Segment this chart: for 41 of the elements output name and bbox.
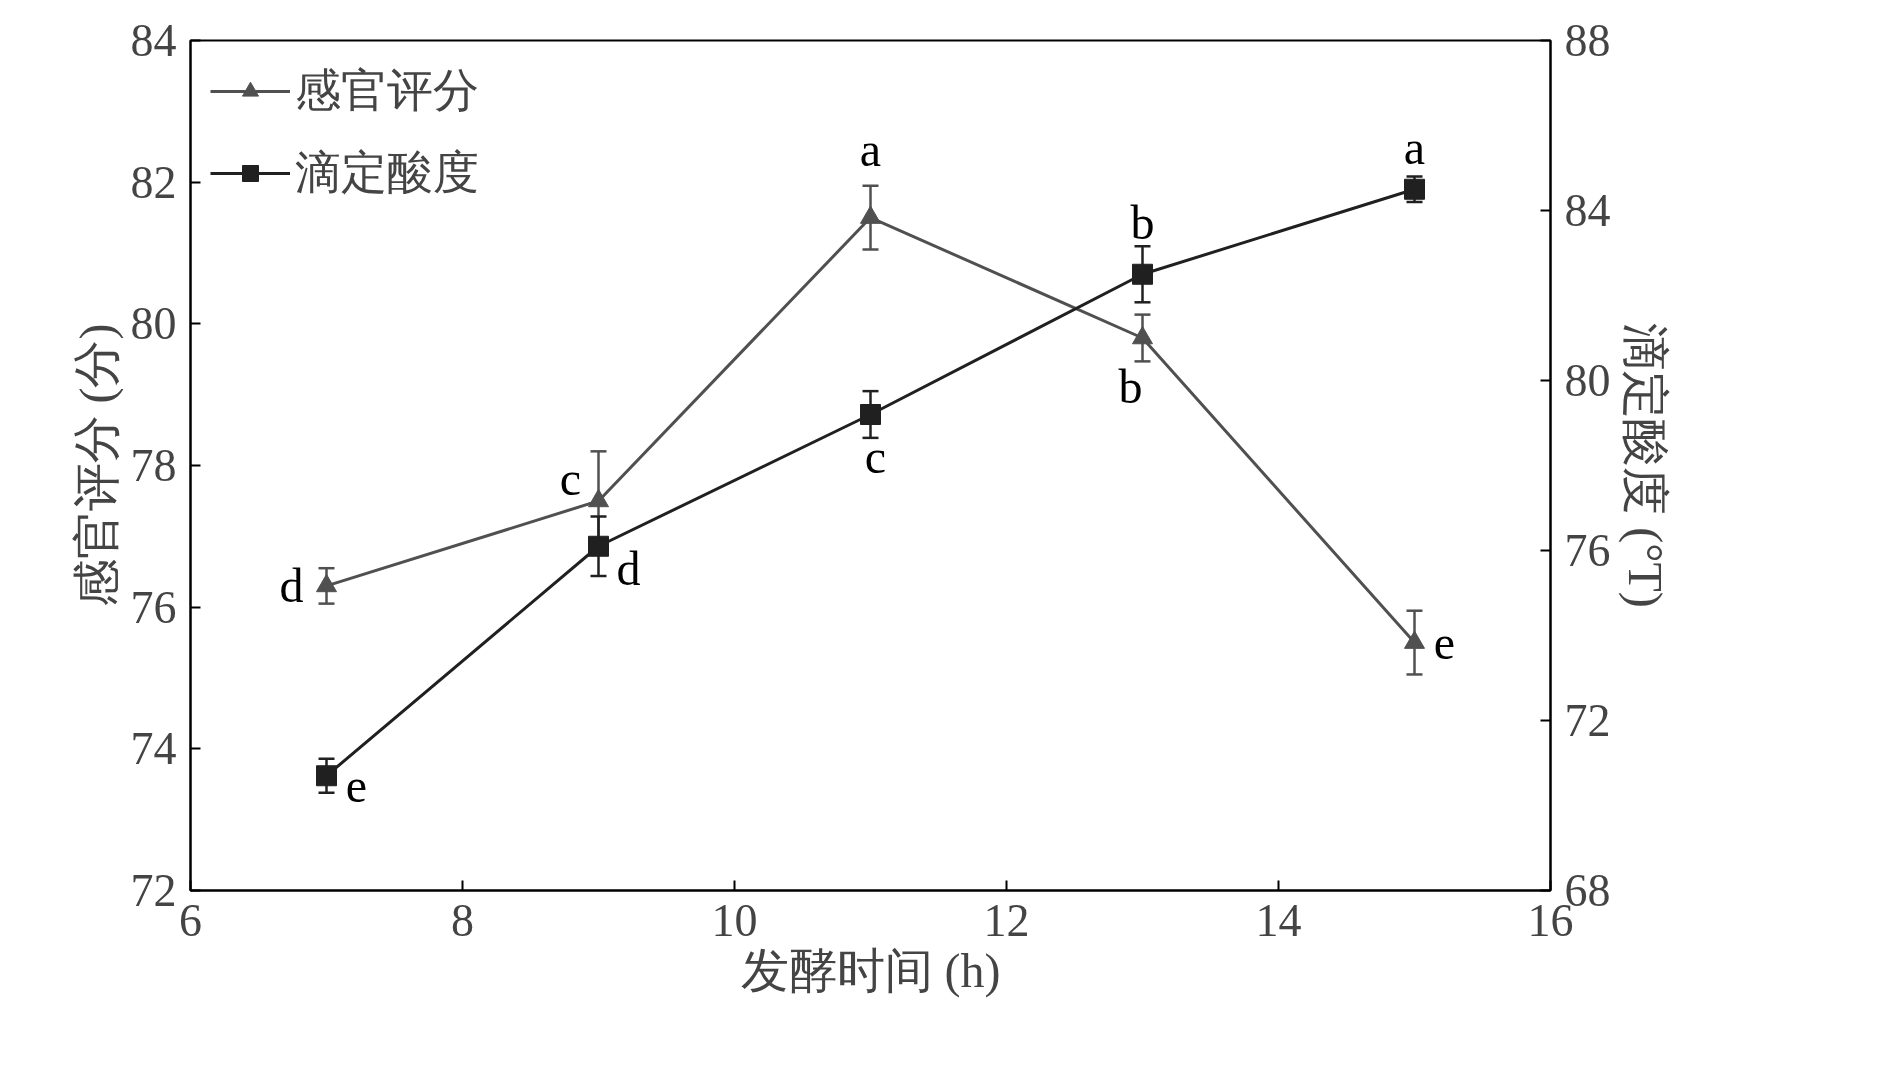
legend-label: 滴定酸度 (295, 146, 479, 200)
point (1404, 630, 1425, 649)
y2-tick-label: 88 (1564, 15, 1611, 66)
point (1132, 325, 1153, 345)
data-label: a (859, 123, 882, 177)
y2-tick-label: 84 (1564, 185, 1611, 236)
x-tick-label: 8 (451, 894, 474, 946)
y2-tick-label: 76 (1564, 525, 1611, 576)
point (316, 573, 337, 593)
data-label: e (345, 758, 368, 812)
x-tick-label: 10 (711, 894, 758, 946)
data-label: b (1118, 359, 1143, 413)
x-axis-title: 发酵时间 (h) (740, 943, 1001, 998)
data-label: c (864, 430, 887, 483)
legend-label: 感官评分 (295, 64, 479, 118)
y-tick-label: 72 (130, 865, 177, 916)
data-label: a (1403, 120, 1426, 174)
x-tick-label: 6 (179, 894, 202, 946)
point (316, 765, 337, 787)
y-tick-label: 74 (130, 723, 177, 775)
point (588, 488, 609, 508)
point (588, 535, 609, 557)
data-label: d (279, 559, 304, 613)
y-axis-title: 感官评分 (分) (69, 323, 124, 608)
point (860, 205, 881, 224)
y2-tick-label: 80 (1564, 355, 1611, 406)
y-tick-label: 84 (130, 15, 177, 66)
y-tick-label: 76 (130, 581, 177, 633)
point (1132, 263, 1153, 285)
y-tick-label: 82 (130, 156, 177, 208)
x-tick-label: 12 (983, 894, 1030, 946)
x-tick-label: 14 (1255, 894, 1302, 946)
data-label: e (1433, 615, 1456, 669)
data-label: d (616, 541, 641, 595)
data-label: c (559, 452, 582, 506)
y-tick-label: 80 (130, 298, 177, 350)
point (860, 404, 881, 425)
data-label: b (1130, 195, 1155, 249)
y2-axis-title: 滴定酸度 (°T) (1617, 323, 1672, 608)
y-tick-label: 78 (130, 440, 177, 491)
y2-tick-label: 72 (1564, 695, 1611, 746)
